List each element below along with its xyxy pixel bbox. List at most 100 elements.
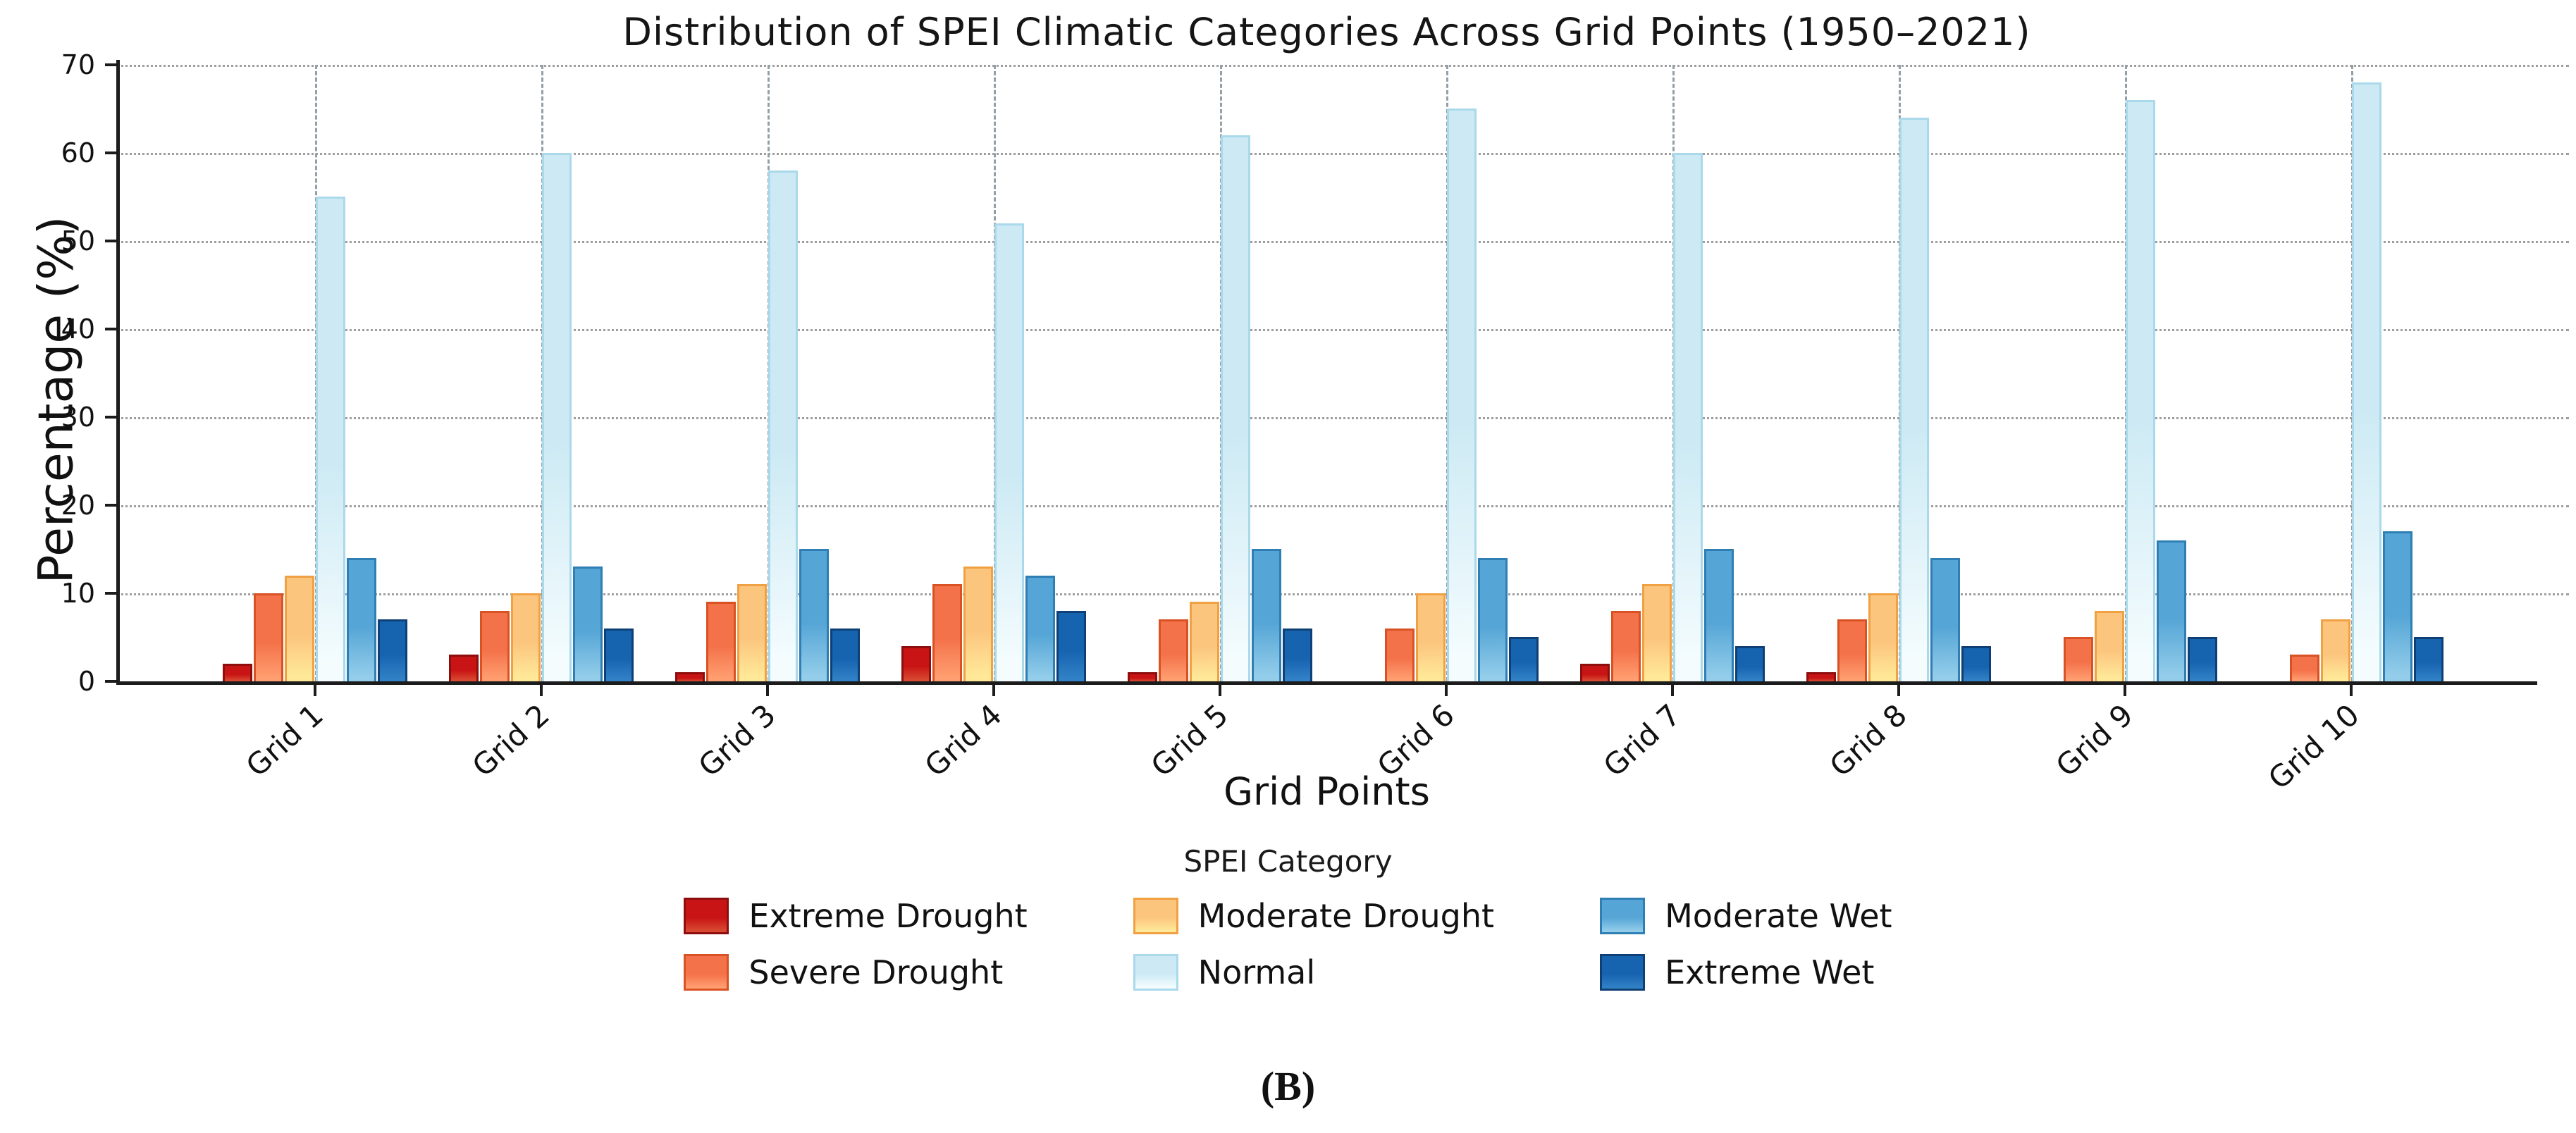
y-tick-mark (105, 240, 116, 242)
bar-grid-10-moderate-wet (2383, 531, 2412, 681)
bar-grid-5-normal (1221, 135, 1250, 681)
bar-grid-10-extreme-wet (2414, 637, 2443, 681)
y-tick-label: 50 (61, 225, 95, 256)
bar-grid-2-moderate-drought (511, 593, 541, 681)
bar-grid-5-moderate-drought (1190, 602, 1219, 681)
bar-grid-9-extreme-wet (2188, 637, 2217, 681)
x-tick-mark (2124, 685, 2126, 696)
x-tick-mark (766, 685, 769, 696)
y-tick-label: 70 (61, 49, 95, 80)
bar-grid-5-extreme-wet (1283, 629, 1312, 681)
y-tick-label: 10 (61, 578, 95, 609)
bar-grid-8-severe-drought (1837, 619, 1867, 681)
y-tick-mark (105, 63, 116, 66)
legend-item-normal: Normal (1133, 953, 1494, 991)
legend-label: Severe Drought (748, 953, 1004, 991)
x-tick-mark (2350, 685, 2353, 696)
bar-grid-6-normal (1447, 109, 1477, 681)
legend-label: Moderate Wet (1665, 897, 1892, 935)
legend-item-moderate-wet: Moderate Wet (1600, 897, 1892, 935)
bar-grid-3-moderate-wet (799, 549, 829, 681)
x-tick-mark (1671, 685, 1674, 696)
bar-grid-4-normal (994, 223, 1024, 681)
legend-label: Extreme Wet (1665, 953, 1875, 991)
h-gridline (116, 153, 2569, 155)
legend-swatch-normal (1133, 954, 1178, 991)
h-gridline (116, 417, 2569, 419)
y-tick-label: 20 (61, 490, 95, 521)
h-gridline (116, 505, 2569, 507)
bar-grid-7-moderate-drought (1642, 584, 1672, 681)
legend-swatch-severe-drought (684, 954, 729, 991)
bar-grid-10-moderate-drought (2321, 619, 2350, 681)
bar-grid-7-extreme-wet (1735, 646, 1765, 681)
bar-grid-5-extreme-drought (1128, 672, 1157, 681)
bar-grid-2-extreme-wet (604, 629, 634, 681)
legend-swatch-extreme-drought (684, 898, 729, 934)
bar-grid-2-severe-drought (480, 611, 510, 681)
bar-grid-8-moderate-drought (1868, 593, 1898, 681)
x-tick-mark (314, 685, 316, 696)
y-tick-mark (105, 328, 116, 330)
legend-item-severe-drought: Severe Drought (684, 953, 1027, 991)
bar-grid-9-moderate-wet (2157, 540, 2186, 681)
bar-grid-1-moderate-wet (347, 558, 376, 681)
bar-grid-3-extreme-drought (675, 672, 705, 681)
y-tick-mark (105, 504, 116, 507)
bar-grid-4-extreme-wet (1056, 611, 1086, 681)
y-tick-mark (105, 680, 116, 683)
bar-grid-5-moderate-wet (1252, 549, 1281, 681)
bar-grid-5-severe-drought (1159, 619, 1188, 681)
x-tick-mark (540, 685, 543, 696)
x-tick-mark (1445, 685, 1448, 696)
x-axis-spine (116, 681, 2537, 685)
bar-grid-3-severe-drought (706, 602, 736, 681)
bar-grid-8-normal (1899, 118, 1929, 681)
h-gridline (116, 241, 2569, 243)
bar-grid-6-moderate-drought (1416, 593, 1446, 681)
bar-grid-7-moderate-wet (1704, 549, 1734, 681)
bar-grid-10-normal (2352, 82, 2381, 681)
bar-grid-6-moderate-wet (1478, 558, 1508, 681)
bar-grid-7-severe-drought (1611, 611, 1641, 681)
bar-grid-8-extreme-drought (1806, 672, 1836, 681)
legend-title: SPEI Category (1183, 844, 1393, 879)
h-gridline (116, 593, 2569, 595)
bar-grid-1-moderate-drought (285, 576, 314, 681)
bar-grid-1-normal (316, 197, 345, 681)
x-tick-mark (992, 685, 995, 696)
bar-grid-3-moderate-drought (737, 584, 767, 681)
bar-grid-6-extreme-wet (1509, 637, 1539, 681)
bar-grid-7-extreme-drought (1580, 664, 1610, 681)
figure-label: (B) (1260, 1063, 1316, 1109)
bar-grid-3-normal (768, 171, 798, 681)
legend-swatch-extreme-wet (1600, 954, 1646, 991)
legend: SPEI Category Extreme Drought Severe Drou… (0, 844, 2576, 991)
bar-grid-1-extreme-drought (223, 664, 252, 681)
bar-grid-2-moderate-wet (573, 566, 603, 681)
bar-grid-2-extreme-drought (449, 655, 479, 681)
bar-grid-6-severe-drought (1385, 629, 1415, 681)
bar-grid-4-moderate-wet (1025, 576, 1055, 681)
y-axis-spine (116, 60, 120, 685)
bar-grid-2-normal (542, 153, 572, 681)
bar-grid-7-normal (1673, 153, 1703, 681)
bar-grid-8-extreme-wet (1961, 646, 1991, 681)
x-axis-label: Grid Points (1224, 769, 1430, 814)
bar-grid-3-extreme-wet (830, 629, 860, 681)
bar-grid-9-moderate-drought (2095, 611, 2124, 681)
legend-item-extreme-drought: Extreme Drought (684, 897, 1028, 935)
bar-grid-4-severe-drought (932, 584, 962, 681)
legend-swatch-moderate-wet (1600, 898, 1646, 934)
bar-grid-9-severe-drought (2064, 637, 2093, 681)
bar-grid-9-normal (2126, 100, 2155, 681)
y-tick-mark (105, 151, 116, 154)
x-tick-mark (1897, 685, 1900, 696)
legend-label: Extreme Drought (748, 897, 1028, 935)
bar-grid-10-severe-drought (2290, 655, 2319, 681)
legend-label: Moderate Drought (1197, 897, 1495, 935)
y-tick-label: 30 (61, 402, 95, 433)
bar-grid-1-severe-drought (254, 593, 283, 681)
